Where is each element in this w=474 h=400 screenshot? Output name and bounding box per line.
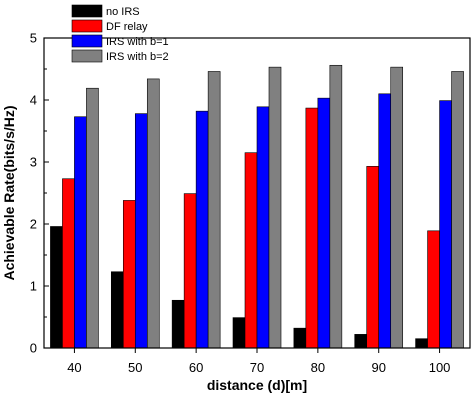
bar-no-irs-80 [293,327,307,349]
legend-swatch [71,4,103,18]
y-tick-label: 3 [30,155,37,170]
x-tick-label: 80 [311,360,325,375]
y-tick-label: 4 [30,93,37,108]
bar-irs-with-b-2-40 [86,87,99,349]
bar-df-relay-50 [122,200,136,349]
bar-irs-with-b-1-50 [134,113,148,349]
x-tick-label: 60 [189,360,203,375]
bar-irs-with-b-1-70 [256,106,270,349]
bar-irs-with-b-2-90 [390,66,404,349]
legend: no IRS DF relay IRS with b=1 IRS with b=2 [71,4,169,63]
x-axis-title: distance (d)[m] [207,377,307,393]
bar-irs-with-b-1-90 [378,93,392,349]
y-tick-label: 0 [30,341,37,356]
bar-df-relay-100 [427,230,440,349]
bar-no-irs-50 [110,271,124,349]
bar-df-relay-40 [62,178,75,349]
y-axis-title: Achievable Rate(bits/s/Hz) [1,105,17,280]
legend-label: IRS with b=2 [106,51,169,63]
bar-df-relay-80 [305,107,319,349]
bar-no-irs-60 [171,299,185,349]
bar-irs-with-b-2-100 [451,71,464,349]
x-tick-label: 100 [429,360,451,375]
bar-no-irs-70 [232,317,246,349]
bar-irs-with-b-1-40 [74,116,87,349]
bar-irs-with-b-2-80 [329,64,343,349]
x-tick-label: 50 [128,360,142,375]
y-tick-label: 1 [30,279,37,294]
legend-label: DF relay [106,21,148,33]
bar-irs-with-b-2-70 [268,66,282,349]
bar-df-relay-70 [244,152,258,349]
bar-df-relay-90 [366,166,380,349]
bar-irs-with-b-2-50 [146,78,160,349]
x-tick-label: 70 [250,360,264,375]
bar-df-relay-60 [183,193,197,349]
bar-irs-with-b-2-60 [207,71,221,349]
legend-label: no IRS [106,6,140,18]
bar-no-irs-40 [50,226,63,349]
bar-irs-with-b-1-80 [317,97,331,349]
y-tick-label: 5 [30,31,37,46]
legend-swatch [71,49,103,63]
bar-irs-with-b-1-100 [439,100,452,349]
bar-irs-with-b-1-60 [195,110,209,349]
legend-swatch [71,34,103,48]
legend-swatch [71,19,103,33]
bars-group [50,64,464,349]
x-tick-label: 40 [67,360,81,375]
bar-no-irs-90 [354,334,368,349]
y-tick-label: 2 [30,217,37,232]
x-tick-label: 90 [371,360,385,375]
bar-no-irs-100 [415,338,428,349]
legend-label: IRS with b=1 [106,36,169,48]
ticks-group: 40 50 60 70 80 90 100 0 1 2 3 4 5 [30,31,451,376]
